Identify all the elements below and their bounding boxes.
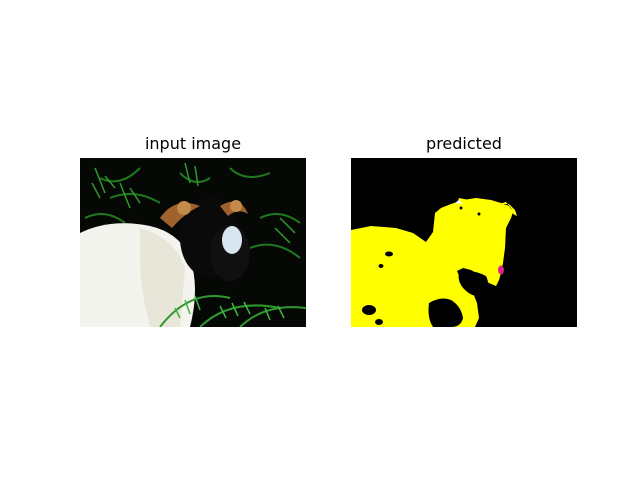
predicted-mask (351, 158, 577, 327)
predicted-title: predicted (426, 134, 502, 153)
input-image-title: input image (144, 134, 242, 153)
input-image-photo (80, 158, 306, 327)
input-image-panel (80, 158, 306, 327)
predicted-panel (351, 158, 577, 327)
